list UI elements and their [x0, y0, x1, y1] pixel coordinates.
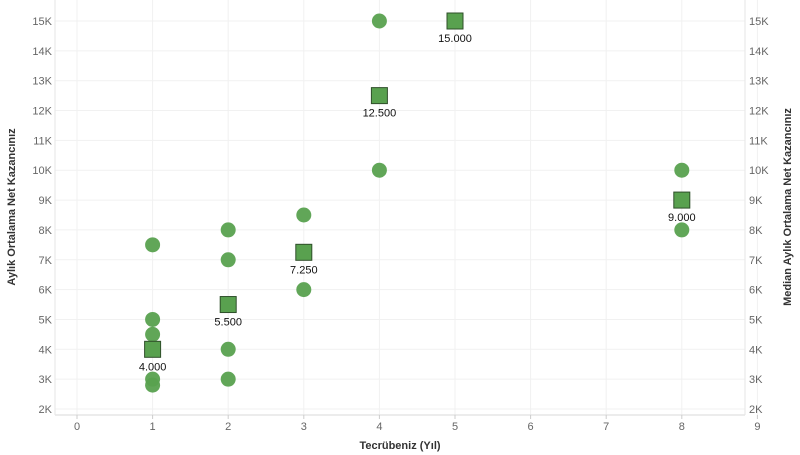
x-tick-label: 8 — [679, 421, 685, 433]
y-tick-label-right: 10K — [749, 165, 769, 177]
x-tick-label: 3 — [301, 421, 307, 433]
y-tick-label-right: 6K — [749, 285, 763, 297]
y-tick-label-right: 4K — [749, 344, 763, 356]
y-tick-label-left: 10K — [32, 165, 52, 177]
median-data-label: 5.500 — [214, 317, 242, 329]
y-tick-label-left: 11K — [33, 135, 52, 147]
data-point-circle — [674, 162, 690, 178]
median-data-label: 7.250 — [290, 264, 318, 276]
median-point-square — [446, 12, 464, 30]
y-tick-label-left: 9K — [39, 195, 53, 207]
y-tick-label-left: 5K — [39, 314, 53, 326]
y-axis-right-title: Median Aylık Ortalama Net Kazancınız — [782, 108, 794, 306]
data-point-circle — [145, 326, 161, 342]
median-point-square — [370, 87, 388, 105]
median-data-label: 4.000 — [139, 361, 167, 373]
data-point-circle — [220, 371, 236, 387]
y-tick-label-right: 9K — [749, 195, 763, 207]
x-tick-label: 7 — [603, 421, 609, 433]
y-tick-label-right: 12K — [749, 106, 769, 118]
y-tick-label-left: 12K — [32, 106, 52, 118]
y-tick-label-left: 8K — [39, 225, 53, 237]
median-point-square — [144, 340, 162, 358]
median-point-square — [673, 191, 691, 209]
y-tick-label-right: 15K — [749, 16, 769, 28]
median-data-label: 15.000 — [438, 33, 472, 45]
x-tick-label: 0 — [74, 421, 80, 433]
data-point-circle — [145, 237, 161, 253]
x-tick-label: 4 — [376, 421, 382, 433]
y-tick-label-left: 4K — [39, 344, 53, 356]
x-tick-label: 1 — [150, 421, 156, 433]
y-tick-label-left: 6K — [39, 285, 53, 297]
median-data-label: 9.000 — [668, 212, 696, 224]
data-point-circle — [296, 207, 312, 223]
data-point-circle — [220, 341, 236, 357]
median-point-square — [295, 243, 313, 261]
x-axis-title: Tecrübeniz (Yıl) — [359, 440, 440, 452]
y-tick-label-left: 15K — [32, 16, 52, 28]
y-tick-label-right: 11K — [749, 135, 768, 147]
y-tick-label-left: 3K — [39, 374, 53, 386]
x-tick-label: 9 — [754, 421, 760, 433]
y-tick-label-left: 13K — [32, 76, 52, 88]
y-tick-label-right: 5K — [749, 314, 763, 326]
x-tick-label: 2 — [225, 421, 231, 433]
median-point-square — [219, 296, 237, 314]
median-data-label: 12.500 — [363, 108, 397, 120]
x-tick-label: 5 — [452, 421, 458, 433]
y-tick-label-right: 7K — [749, 255, 763, 267]
data-point-circle — [220, 252, 236, 268]
y-axis-right-ticks: 2K 3K 4K 5K 6K 7K 8K 9K 10K 11K 12K 13K 14K 15K — [749, 16, 769, 416]
data-point-circle — [371, 13, 387, 29]
data-points — [144, 12, 691, 393]
axes — [54, 0, 746, 416]
y-tick-label-right: 2K — [749, 404, 763, 416]
gridlines — [55, 0, 758, 415]
y-tick-label-right: 14K — [749, 46, 769, 58]
data-point-circle — [145, 377, 161, 393]
x-tick-label: 6 — [528, 421, 534, 433]
data-point-circle — [674, 222, 690, 238]
y-axis-left-ticks: 2K 3K 4K 5K 6K 7K 8K 9K 10K 11K 12K 13K 14K 15K — [32, 16, 52, 416]
median-labels: 4.000 5.500 7.250 12.500 15.000 9.000 — [139, 33, 696, 373]
y-axis-left-title: Aylık Ortalama Net Kazancınız — [6, 128, 18, 286]
data-point-circle — [220, 222, 236, 238]
y-tick-label-left: 2K — [39, 404, 53, 416]
y-tick-label-right: 13K — [749, 76, 769, 88]
y-tick-label-left: 14K — [32, 46, 52, 58]
data-point-circle — [145, 311, 161, 327]
y-tick-label-left: 7K — [39, 255, 53, 267]
data-point-circle — [371, 162, 387, 178]
data-point-circle — [296, 282, 312, 298]
y-tick-label-right: 3K — [749, 374, 763, 386]
y-tick-label-right: 8K — [749, 225, 763, 237]
x-axis-ticks: 0 1 2 3 4 5 6 7 8 9 — [74, 415, 760, 433]
